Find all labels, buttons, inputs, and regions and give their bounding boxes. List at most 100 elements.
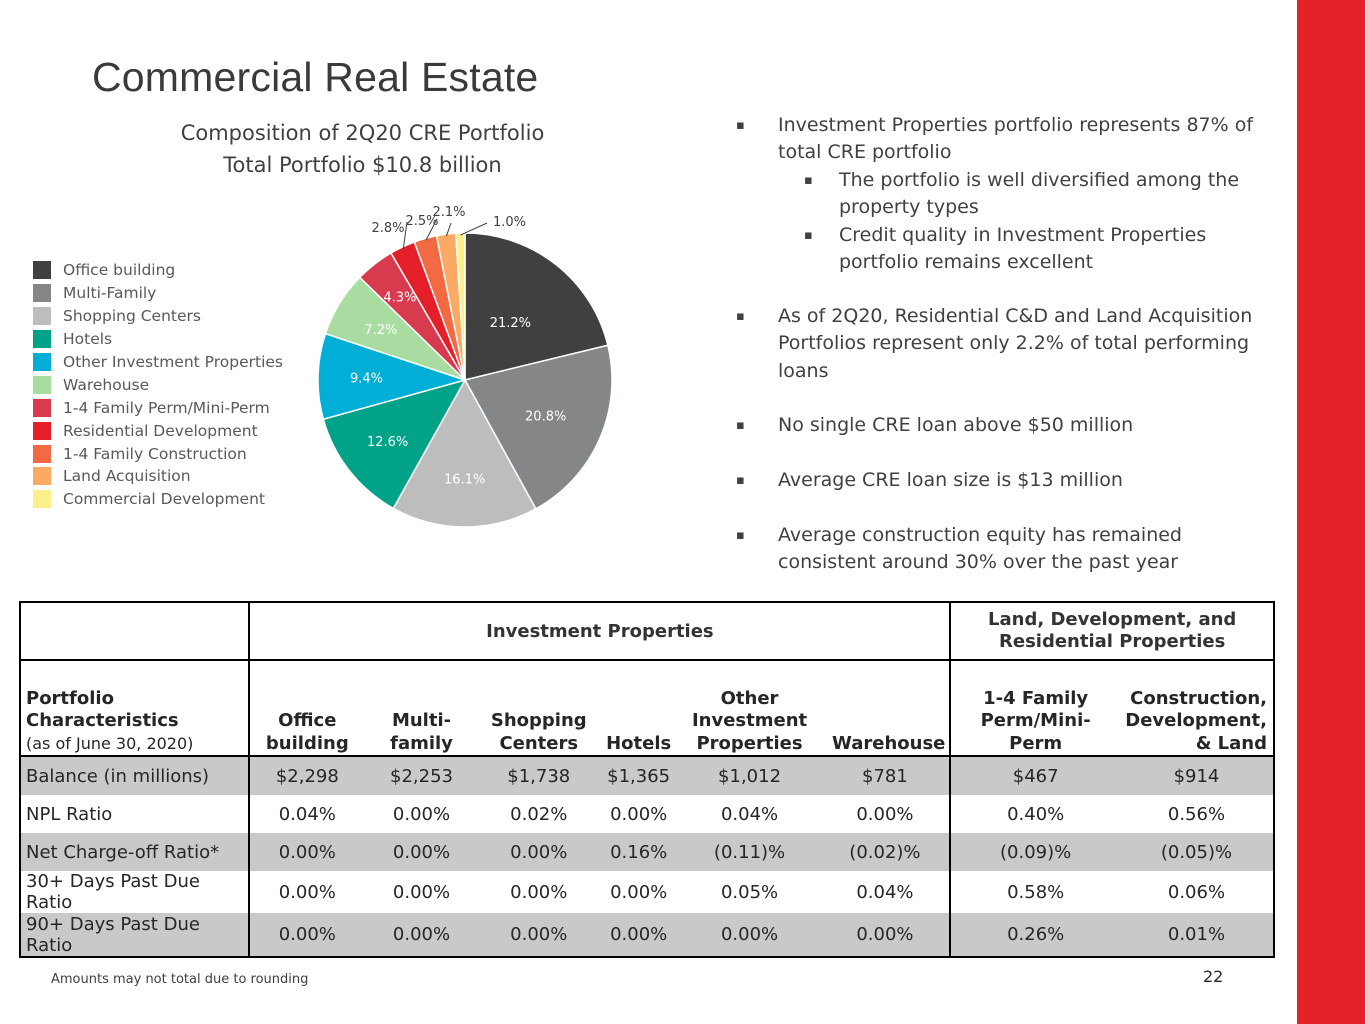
bullet-text: As of 2Q20, Residential C&D and Land Acq…	[778, 305, 1253, 382]
pie-data-label: 20.8%	[525, 410, 566, 425]
pie-data-label: 21.2%	[490, 316, 531, 331]
bullet-item: ▪ As of 2Q20, Residential C&D and Land Ac…	[736, 303, 1276, 385]
column-header-1-4-family-perm-mini-perm: 1-4 Family Perm/Mini-Perm	[950, 660, 1120, 757]
column-header-hotels: Hotels	[598, 660, 679, 757]
table-cell: 0.01%	[1119, 913, 1276, 958]
table-cell: 0.00%	[249, 913, 365, 958]
legend-label: Hotels	[63, 330, 113, 349]
bullet-item: ▪ Credit quality in Investment Properties…	[804, 222, 1279, 277]
table-cell: 0.00%	[478, 913, 599, 958]
table-cell: (0.09)%	[950, 833, 1120, 871]
table-cell: 0.04%	[820, 871, 952, 913]
column-header-multi-family: Multi-family	[364, 660, 479, 757]
bullet-marker-icon: ▪	[736, 118, 745, 133]
table-cell: 0.00%	[364, 833, 479, 871]
bullet-marker-icon: ▪	[736, 528, 745, 543]
pie-data-label: 12.6%	[367, 435, 408, 450]
group-investment-properties: Investment Properties	[249, 601, 952, 661]
row-label: Balance (in millions)	[18, 756, 251, 795]
legend-swatch	[33, 330, 51, 349]
legend-label: Office building	[63, 261, 176, 280]
legend-item-commercial-development: Commercial Development	[33, 488, 283, 511]
legend-label: Land Acquisition	[63, 467, 191, 486]
portfolio-characteristics-header: Portfolio Characteristics (as of June 30…	[18, 660, 251, 757]
table-cell: 0.00%	[598, 913, 679, 958]
legend-swatch	[33, 307, 51, 326]
pie-data-label: 1.0%	[493, 215, 526, 230]
legend-item-multi-family: Multi-Family	[33, 282, 283, 305]
table-group-header-row: Investment Properties Land, Development,…	[18, 601, 1275, 661]
legend-label: 1-4 Family Perm/Mini-Perm	[63, 398, 270, 417]
table-cell: 0.05%	[720, 881, 779, 903]
table-row: Net Charge-off Ratio* 0.00% 0.00% 0.00% 0.16…	[18, 833, 1276, 871]
page-title: Commercial Real Estate	[92, 54, 539, 100]
row-label: Net Charge-off Ratio*	[18, 833, 251, 871]
pie-leader-line	[445, 222, 452, 237]
table-cell: $1,738	[478, 756, 599, 795]
table-corner-cell	[18, 601, 251, 661]
legend-item-1-4-family-perm-mini-perm: 1-4 Family Perm/Mini-Perm	[33, 396, 283, 419]
table-cell: 0.26%	[950, 913, 1120, 958]
legend-item-shopping-centers: Shopping Centers	[33, 305, 283, 328]
legend-item-hotels: Hotels	[33, 328, 283, 351]
legend-item-other-investment-properties: Other Investment Properties	[33, 351, 283, 374]
group-land-development: Land, Development, and Residential Prope…	[950, 601, 1275, 661]
legend-item-office-building: Office building	[33, 259, 283, 282]
table-cell: $1,012	[678, 756, 821, 795]
chart-title: Composition of 2Q20 CRE Portfolio	[180, 121, 545, 145]
table-cell: 0.00%	[478, 833, 599, 871]
pie-data-label: 2.5%	[405, 214, 438, 229]
legend-swatch	[33, 284, 51, 303]
row-label: NPL Ratio	[18, 795, 251, 833]
table-cell: 0.02%	[510, 803, 568, 825]
legend-swatch	[33, 261, 51, 280]
bullet-marker-icon: ▪	[736, 473, 745, 488]
pie-data-label: 4.3%	[383, 291, 416, 306]
pie-slice-office-building	[464, 232, 609, 381]
footnote: Amounts may not total due to rounding	[51, 972, 309, 987]
table-cell: 0.00%	[392, 803, 451, 825]
pie-data-label: 7.2%	[364, 323, 397, 338]
bullet-marker-icon: ▪	[804, 228, 813, 243]
legend-swatch	[33, 444, 51, 463]
legend-swatch	[33, 467, 51, 486]
portfolio-characteristics-label: Portfolio Characteristics	[26, 687, 179, 732]
legend-swatch	[33, 398, 51, 417]
chart-legend: Office building Multi-Family Shopping Cent…	[33, 259, 283, 511]
legend-label: Multi-Family	[63, 284, 157, 303]
table-cell: 0.00%	[364, 913, 479, 958]
bullet-text: Investment Properties portfolio represen…	[778, 114, 1254, 164]
pie-leader-line	[460, 222, 488, 236]
table-cell: 0.56%	[1119, 795, 1276, 833]
table-cell: 0.00%	[392, 881, 451, 903]
legend-swatch	[33, 421, 51, 440]
table-cell: 0.00%	[820, 913, 952, 958]
bullet-text: Average construction equity has remained…	[778, 524, 1182, 574]
pie-data-label: 2.1%	[432, 205, 465, 220]
legend-swatch	[33, 353, 51, 371]
table-cell: $2,298	[249, 756, 365, 795]
bullet-text: Credit quality in Investment Properties …	[839, 224, 1207, 274]
table-cell: 0.06%	[1119, 871, 1276, 913]
table-cell: 0.04%	[278, 803, 336, 825]
pie-leader-line	[402, 221, 408, 249]
legend-item-1-4-family-construction: 1-4 Family Construction	[33, 442, 283, 465]
legend-label: Shopping Centers	[63, 307, 201, 326]
chart-title-block: Composition of 2Q20 CRE Portfolio Total …	[140, 117, 585, 181]
legend-item-warehouse: Warehouse	[33, 373, 283, 396]
column-header-office-building: Office building	[249, 660, 365, 757]
legend-swatch	[33, 490, 51, 509]
table-cell: 0.58%	[1007, 881, 1065, 903]
table-cell: $467	[950, 756, 1120, 795]
bullet-text: Average CRE loan size is $13 million	[778, 469, 1123, 491]
bullet-item: ▪ The portfolio is well diversified among…	[804, 167, 1279, 222]
legend-item-residential-development: Residential Development	[33, 419, 283, 442]
table-cell: 0.00%	[249, 833, 365, 871]
column-header-construction-development-land: Construction, Development, & Land	[1119, 660, 1276, 757]
table-row: 30+ Days Past Due Ratio 0.00% 0.00% 0.00% 0.…	[18, 871, 1276, 913]
table-cell: (0.02)%	[820, 833, 952, 871]
bullet-text: No single CRE loan above $50 million	[778, 414, 1134, 436]
pie-slice-other-investment-properties	[317, 332, 468, 421]
table-cell: 0.00%	[610, 803, 668, 825]
legend-item-land-acquisition: Land Acquisition	[33, 465, 283, 488]
